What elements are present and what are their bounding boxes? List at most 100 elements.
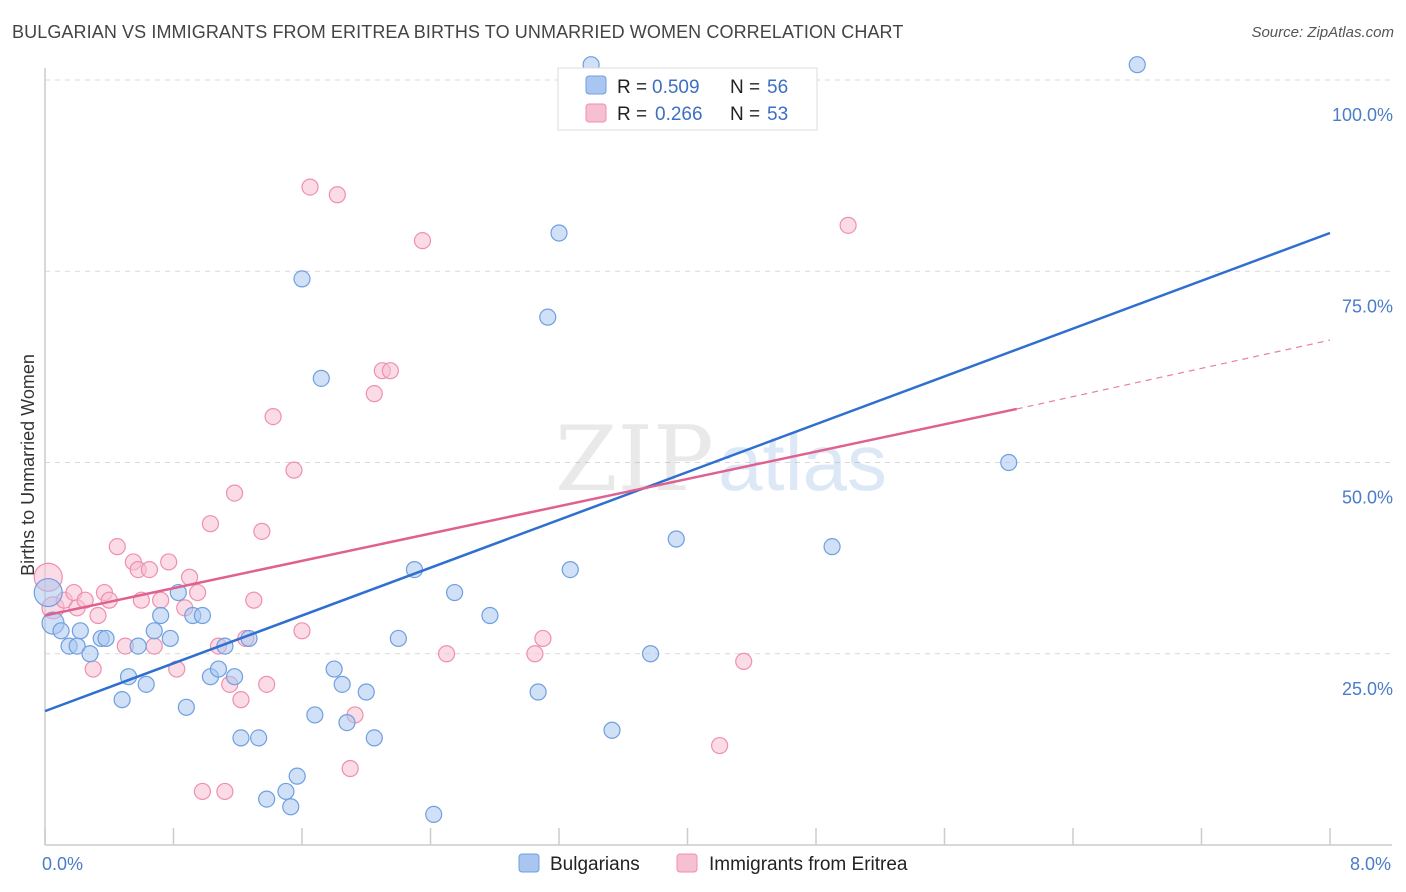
x-tick-left: 0.0% bbox=[42, 854, 83, 874]
eritrea-point bbox=[365, 385, 383, 403]
eritrea-point bbox=[264, 408, 282, 426]
legend-n-label-1: N = bbox=[730, 77, 760, 98]
bulgarians-point bbox=[312, 369, 330, 387]
bulgarians-point bbox=[357, 683, 375, 701]
eritrea-point bbox=[293, 622, 311, 640]
bulgarians-point bbox=[250, 729, 268, 747]
bulgarians-point bbox=[288, 767, 306, 785]
eritrea-point bbox=[145, 637, 163, 655]
eritrea-point bbox=[140, 560, 159, 579]
bulgarians-point bbox=[529, 683, 547, 701]
bulgarians-point bbox=[161, 629, 179, 648]
bulgarians-point bbox=[667, 530, 685, 548]
bulgarians-point bbox=[293, 270, 311, 288]
bulgarians-point bbox=[152, 606, 170, 625]
y-tick-label-50: 50.0% bbox=[1342, 488, 1393, 508]
eritrea-point bbox=[381, 362, 399, 380]
chart-title: BULGARIAN VS IMMIGRANTS FROM ERITREA BIR… bbox=[12, 22, 904, 42]
watermark-zip: ZIP bbox=[555, 407, 714, 512]
stats-legend: R = 0.509 N = 56 R = 0.266 N = 53 bbox=[557, 67, 818, 131]
bulgarians-point bbox=[225, 668, 244, 686]
eritrea-point bbox=[301, 178, 319, 196]
legend-n-value-1: 56 bbox=[767, 77, 788, 98]
eritrea-point bbox=[735, 652, 753, 671]
eritrea-trend-extension bbox=[1016, 339, 1331, 410]
bulgarians-point bbox=[338, 713, 356, 732]
eritrea-point bbox=[84, 660, 102, 678]
bulgarians-point bbox=[209, 660, 228, 678]
bulgarians-point bbox=[129, 637, 147, 655]
eritrea-point bbox=[160, 553, 178, 571]
eritrea-point bbox=[188, 583, 207, 602]
eritrea-point bbox=[216, 782, 234, 801]
legend-r-value-2: 0.266 bbox=[655, 104, 703, 125]
legend-n-value-2: 53 bbox=[767, 104, 788, 125]
eritrea-point bbox=[89, 606, 107, 625]
eritrea-point bbox=[245, 591, 263, 609]
bulgarians-point bbox=[137, 675, 155, 693]
legend-r-label-2: R = bbox=[617, 104, 647, 125]
bulgarians-point bbox=[177, 698, 195, 716]
eritrea-point bbox=[839, 216, 857, 234]
legend-r-label-1: R = bbox=[617, 77, 647, 98]
bulgarians-point bbox=[71, 622, 89, 640]
bulgarians-point bbox=[325, 660, 343, 678]
bulgarians-trend-line bbox=[44, 231, 1331, 713]
eritrea-point bbox=[193, 782, 212, 801]
bulgarians-point bbox=[33, 577, 63, 608]
bulgarians-point bbox=[52, 622, 70, 640]
legend-swatch-bulgarians bbox=[518, 853, 540, 873]
eritrea-trend-line bbox=[44, 407, 1018, 617]
eritrea-point bbox=[258, 675, 276, 693]
eritrea-point bbox=[328, 186, 346, 204]
bulgarians-point bbox=[282, 798, 300, 816]
bulgarians-point bbox=[81, 645, 99, 663]
bulgarians-point bbox=[425, 805, 443, 824]
bulgarians-point bbox=[365, 729, 383, 747]
eritrea-point bbox=[108, 538, 126, 556]
bulgarians-point bbox=[193, 606, 212, 625]
eritrea-point bbox=[232, 691, 250, 709]
legend-label-bulgarians: Bulgarians bbox=[550, 854, 640, 875]
eritrea-point bbox=[225, 484, 244, 502]
series-legend: Bulgarians Immigrants from Eritrea bbox=[518, 853, 908, 875]
source-label: Source: ZipAtlas.com bbox=[1251, 24, 1394, 41]
legend-r-value-1: 0.509 bbox=[652, 77, 700, 98]
legend-swatch-eritrea bbox=[676, 853, 698, 873]
eritrea-point bbox=[285, 461, 303, 479]
eritrea-point bbox=[711, 736, 729, 755]
bulgarians-point bbox=[550, 224, 568, 242]
eritrea-point bbox=[341, 759, 359, 778]
eritrea-point bbox=[437, 645, 456, 663]
eritrea-point bbox=[413, 232, 432, 250]
bulgarians-point bbox=[306, 706, 324, 724]
legend-n-label-2: N = bbox=[730, 104, 760, 125]
grid-lines bbox=[45, 79, 1392, 655]
bulgarians-point bbox=[333, 675, 351, 693]
bulgarians-point bbox=[561, 560, 579, 579]
axes bbox=[44, 68, 1392, 846]
eritrea-point bbox=[534, 629, 552, 648]
y-tick-labels: 25.0% 50.0% 75.0% 100.0% bbox=[1332, 105, 1393, 699]
y-tick-label-75: 75.0% bbox=[1342, 296, 1393, 316]
bulgarians-point bbox=[481, 606, 499, 625]
bulgarians-point bbox=[232, 729, 250, 747]
bulgarians-point bbox=[1128, 56, 1146, 74]
legend-label-eritrea: Immigrants from Eritrea bbox=[709, 854, 908, 875]
bulgarians-point bbox=[97, 629, 115, 648]
bulgarians-point bbox=[258, 790, 276, 808]
bulgarians-point bbox=[539, 308, 557, 326]
bulgarians-point bbox=[277, 782, 295, 801]
bulgarians-point bbox=[641, 645, 660, 663]
bulgarians-point bbox=[603, 721, 621, 739]
stats-legend-swatch-blue bbox=[585, 75, 607, 95]
stats-legend-swatch-pink bbox=[585, 103, 607, 123]
eritrea-point bbox=[152, 591, 170, 609]
bulgarians-point bbox=[445, 583, 464, 602]
bulgarians-point bbox=[113, 691, 131, 709]
y-tick-label-25: 25.0% bbox=[1342, 679, 1393, 699]
bulgarians-point bbox=[389, 629, 407, 648]
y-tick-label-100: 100.0% bbox=[1332, 105, 1393, 125]
bulgarians-point bbox=[145, 622, 163, 640]
